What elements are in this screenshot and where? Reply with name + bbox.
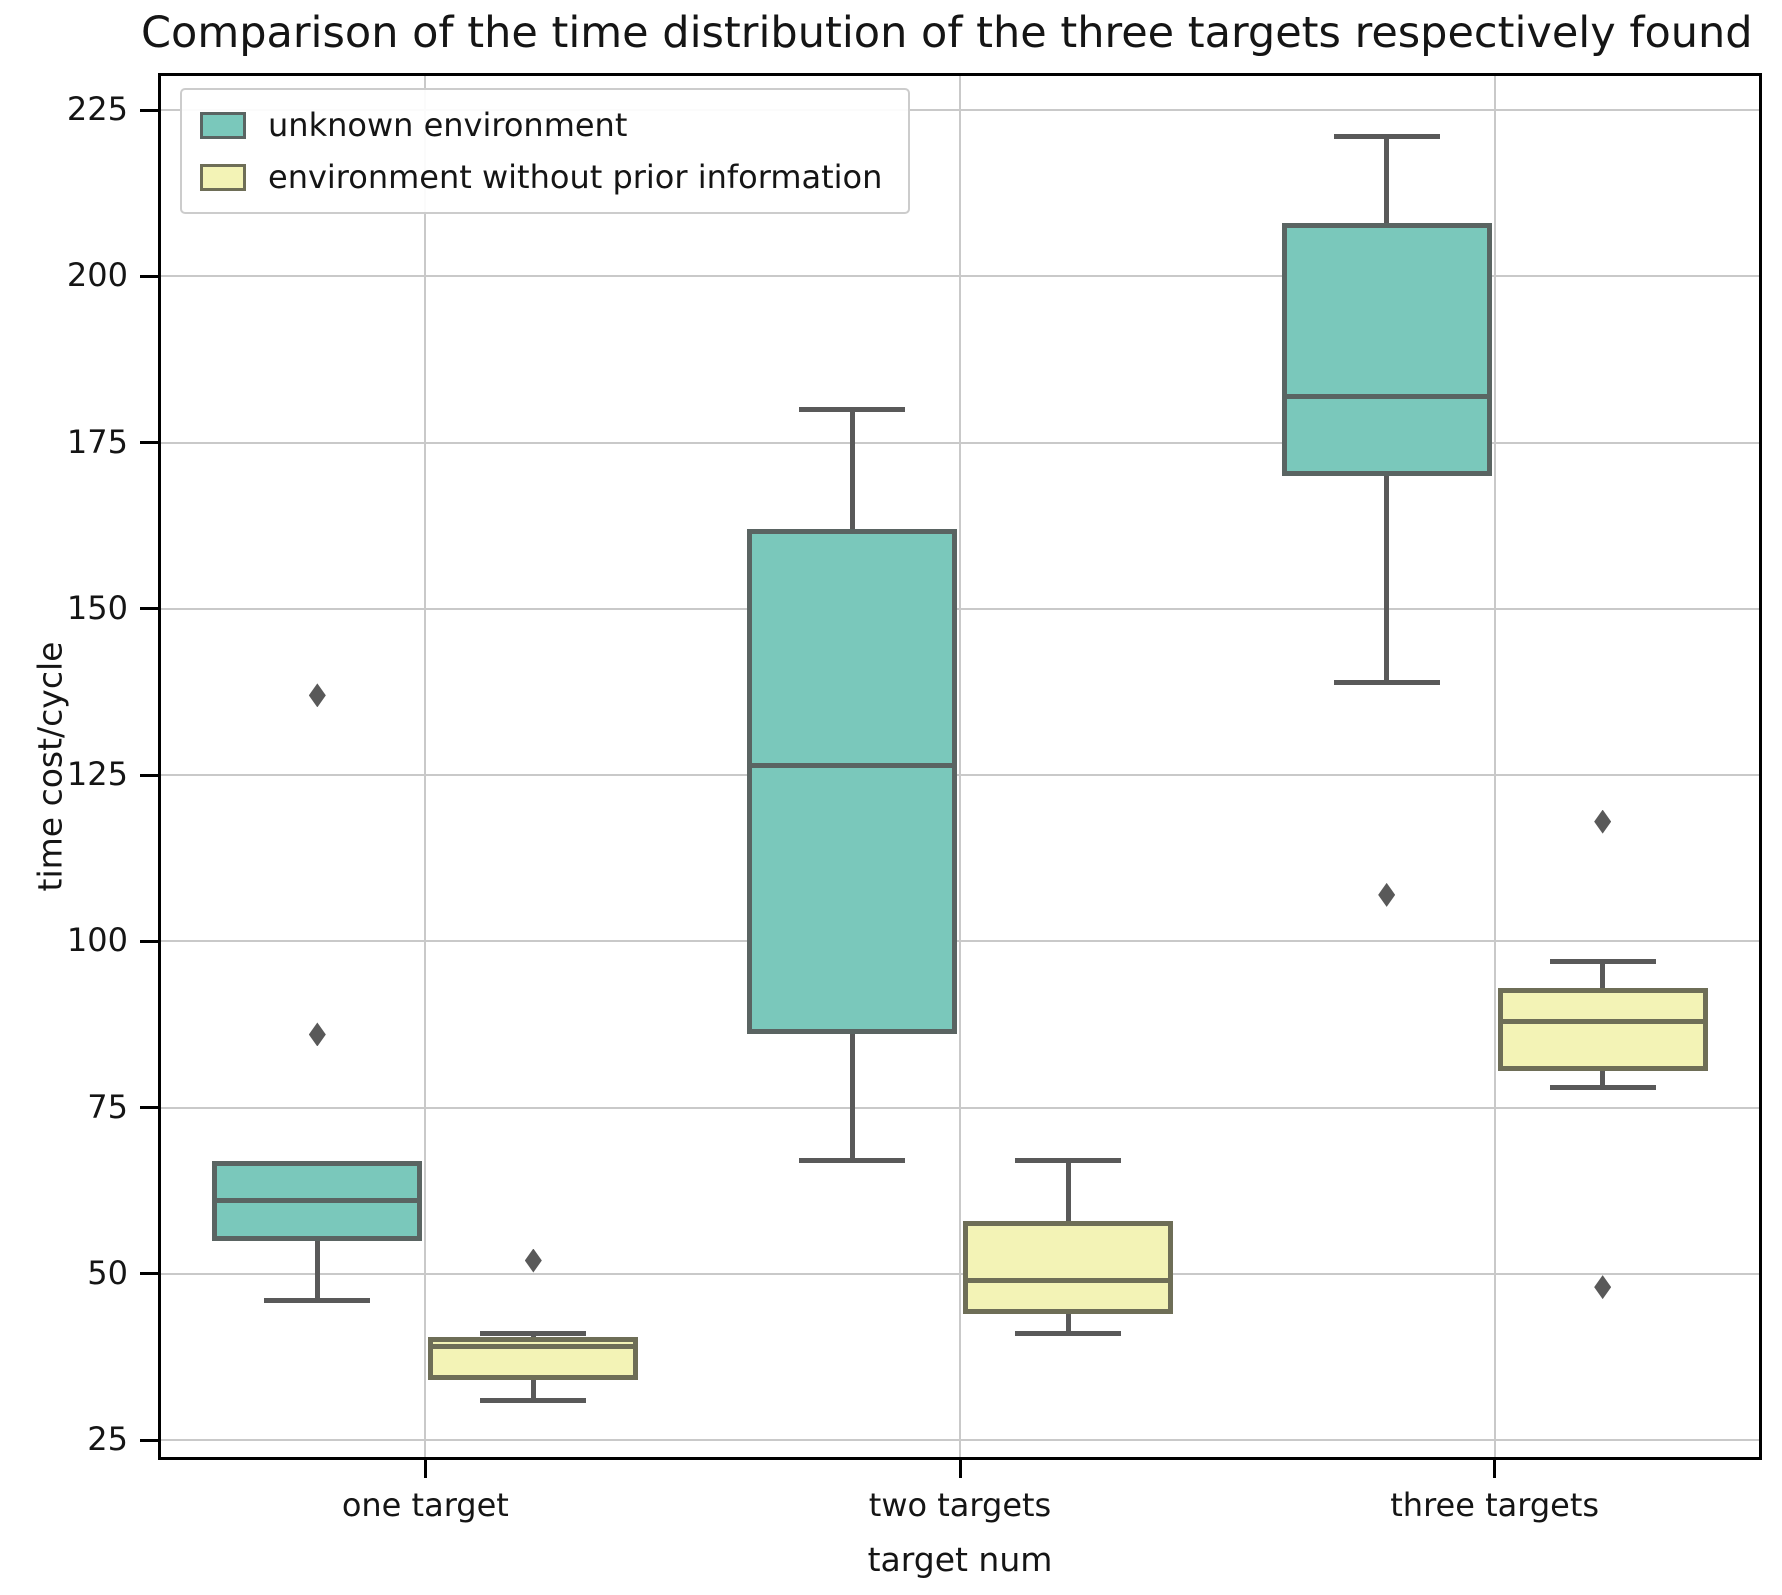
whisker-lower — [1384, 475, 1390, 683]
box-environment-without-prior-information-0 — [428, 1336, 639, 1381]
median-line — [212, 1198, 423, 1204]
x-tick-label: two targets — [868, 1486, 1052, 1524]
whisker-cap-lower — [799, 1158, 905, 1164]
y-tick-label: 50 — [87, 1253, 128, 1292]
y-tick-label: 125 — [66, 755, 128, 794]
whisker-cap-lower — [1015, 1331, 1121, 1337]
outlier-diamond — [524, 1248, 542, 1273]
y-tick — [140, 441, 158, 445]
box-unknown-environment-1 — [747, 529, 957, 1035]
whisker-lower — [849, 1034, 855, 1161]
x-gridline — [424, 73, 427, 1460]
y-tick-label: 75 — [87, 1087, 128, 1126]
whisker-cap-upper — [1015, 1158, 1121, 1164]
median-line — [1281, 393, 1492, 399]
y-tick — [140, 1106, 158, 1110]
y-tick-label: 200 — [66, 256, 128, 295]
box-unknown-environment-2 — [1281, 223, 1492, 476]
x-tick — [1493, 1460, 1497, 1478]
whisker-cap-lower — [480, 1397, 587, 1403]
y-tick — [140, 939, 158, 943]
whisker-cap-upper — [799, 406, 905, 412]
y-tick-label: 225 — [66, 90, 128, 129]
x-gridline — [1493, 73, 1496, 1460]
outlier-diamond — [308, 683, 326, 708]
median-line — [747, 762, 957, 768]
y-tick-label: 25 — [87, 1420, 128, 1459]
x-tick — [958, 1460, 962, 1478]
outlier-diamond — [1594, 1275, 1612, 1300]
outlier-diamond — [1378, 882, 1396, 907]
x-tick-label: one target — [341, 1486, 509, 1524]
whisker-cap-upper — [1549, 958, 1656, 964]
median-line — [1497, 1018, 1708, 1024]
y-tick — [140, 607, 158, 611]
whisker-lower — [1065, 1313, 1071, 1334]
legend-label: unknown environment — [268, 106, 628, 144]
whisker-lower — [1600, 1071, 1606, 1088]
outlier-diamond — [1594, 809, 1612, 834]
legend-item-unknown-environment: unknown environment — [200, 106, 882, 144]
whisker-cap-upper — [1333, 134, 1440, 140]
outlier-diamond — [308, 1022, 326, 1047]
y-tick — [140, 1438, 158, 1442]
whisker-upper — [1065, 1160, 1071, 1221]
whisker-cap-upper — [480, 1331, 587, 1337]
x-tick-label: three targets — [1390, 1486, 1600, 1524]
median-line — [428, 1344, 639, 1350]
x-tick — [423, 1460, 427, 1478]
legend-swatch-teal — [200, 111, 246, 139]
y-tick — [140, 1272, 158, 1276]
chart-title: Comparison of the time distribution of t… — [141, 8, 1753, 58]
legend-swatch-yellow — [200, 163, 246, 191]
y-tick-label: 100 — [66, 921, 128, 960]
y-tick-label: 150 — [66, 588, 128, 627]
whisker-cap-lower — [1549, 1085, 1656, 1091]
y-tick — [140, 274, 158, 278]
legend-label: environment without prior information — [268, 158, 883, 196]
box-environment-without-prior-information-1 — [963, 1220, 1173, 1314]
legend-item-no-prior-information: environment without prior information — [200, 158, 882, 196]
x-axis-label: target num — [867, 1540, 1053, 1579]
x-gridline — [959, 73, 961, 1460]
y-tick-label: 175 — [66, 422, 128, 461]
whisker-cap-lower — [1333, 679, 1440, 685]
y-tick — [140, 773, 158, 777]
whisker-lower — [314, 1240, 320, 1301]
whisker-cap-lower — [264, 1297, 371, 1303]
legend: unknown environment environment without … — [180, 88, 911, 214]
whisker-upper — [1384, 136, 1390, 224]
whisker-upper — [1600, 961, 1606, 988]
whisker-upper — [849, 409, 855, 530]
y-tick — [140, 108, 158, 112]
box-environment-without-prior-information-2 — [1497, 987, 1708, 1072]
whisker-lower — [530, 1380, 536, 1401]
median-line — [963, 1277, 1173, 1283]
